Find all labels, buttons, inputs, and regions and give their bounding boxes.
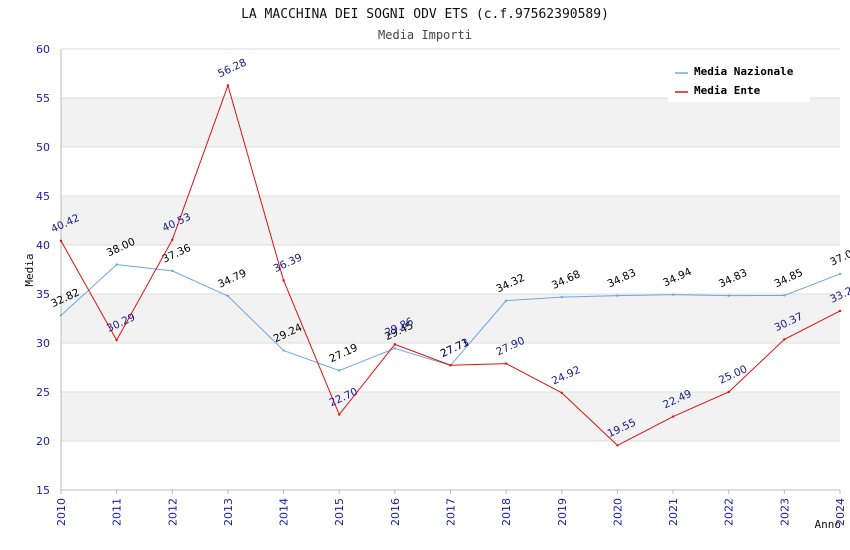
data-label-media-ente: 24.92 (550, 364, 582, 388)
grid-band (61, 294, 840, 343)
data-point-media-nazionale (226, 294, 230, 298)
x-tick-label: 2024 (834, 498, 847, 526)
x-tick-label: 2022 (723, 498, 736, 526)
y-tick-label: 40 (36, 239, 50, 252)
grid-band (61, 196, 840, 245)
data-point-media-nazionale (282, 349, 285, 352)
data-point-media-nazionale (59, 314, 63, 317)
chart-subtitle: Media Importi (378, 28, 472, 42)
y-tick-label: 35 (36, 288, 50, 301)
data-point-media-ente (59, 239, 63, 243)
data-point-media-nazionale (783, 294, 786, 297)
data-label-media-ente: 56.28 (216, 57, 248, 81)
x-tick-label: 2021 (667, 498, 680, 526)
x-tick-label: 2017 (445, 498, 458, 526)
data-point-media-nazionale (560, 295, 563, 299)
data-point-media-ente (727, 390, 730, 394)
data-point-media-ente (560, 391, 563, 394)
x-tick-label: 2023 (778, 498, 791, 526)
data-label-media-nazionale: 34.83 (717, 267, 749, 291)
data-label-media-nazionale: 34.83 (606, 267, 638, 291)
data-label-media-nazionale: 34.94 (661, 266, 694, 290)
data-point-media-ente (115, 338, 118, 342)
y-axis-label: Media (23, 253, 36, 286)
data-point-media-nazionale (671, 293, 675, 296)
data-point-media-ente (338, 413, 341, 416)
legend: Media Nazionale Media Ente (668, 58, 810, 102)
data-point-media-ente (226, 84, 230, 87)
data-label-media-ente: 25.00 (717, 363, 749, 387)
legend-label-media-ente: Media Ente (694, 84, 761, 97)
y-tick-label: 25 (36, 386, 50, 399)
x-axis-label: Anno (815, 518, 842, 531)
data-label-media-ente: 33.27 (828, 282, 850, 306)
data-point-media-nazionale (616, 294, 619, 297)
y-tick-label: 45 (36, 190, 50, 203)
data-point-media-nazionale (115, 263, 118, 266)
plot-background (60, 48, 840, 491)
y-tick-label: 15 (36, 484, 50, 497)
x-tick-label: 2014 (278, 498, 291, 526)
data-label-media-nazionale: 34.68 (550, 268, 582, 292)
x-tick-label: 2013 (222, 498, 235, 526)
data-point-media-ente (504, 362, 508, 365)
data-point-media-nazionale (838, 272, 842, 276)
y-tick-label: 55 (36, 92, 50, 105)
data-label-media-nazionale: 37.05 (828, 245, 850, 269)
x-tick-label: 2016 (389, 498, 402, 526)
x-tick-label: 2015 (333, 498, 346, 526)
chart-title: LA MACCHINA DEI SOGNI ODV ETS (c.f.97562… (241, 7, 609, 22)
x-tick-label: 2012 (166, 498, 179, 526)
data-label-media-nazionale: 34.85 (773, 267, 805, 291)
y-tick-label: 60 (36, 43, 50, 56)
x-tick-label: 2011 (111, 498, 124, 526)
data-point-media-nazionale (338, 369, 341, 372)
data-point-media-ente (783, 338, 786, 341)
y-tick-label: 50 (36, 141, 50, 154)
y-axis: 15 20 25 30 35 40 45 50 55 60 (36, 43, 50, 497)
x-tick-label: 2010 (55, 498, 68, 526)
x-axis: 2010 2011 2012 2013 2014 2015 2016 2017 2018 2019… (55, 490, 847, 526)
x-tick-label: 2019 (556, 498, 569, 526)
data-point-media-ente (449, 364, 452, 367)
legend-label-media-nazionale: Media Nazionale (694, 65, 794, 78)
y-tick-label: 30 (36, 337, 50, 350)
data-point-media-nazionale (393, 347, 397, 350)
data-point-media-ente (171, 238, 174, 242)
grid-band (61, 392, 840, 441)
x-tick-label: 2018 (500, 498, 513, 526)
data-point-media-nazionale (504, 299, 508, 302)
data-label-media-nazionale: 27.19 (327, 342, 359, 366)
data-point-media-nazionale (171, 269, 174, 273)
legend-background (668, 58, 810, 102)
data-point-media-ente (282, 279, 285, 282)
data-point-media-ente (616, 444, 619, 447)
data-point-media-ente (838, 309, 842, 313)
data-point-media-nazionale (727, 294, 730, 297)
data-label-media-nazionale: 34.32 (494, 272, 526, 296)
grid-band (61, 98, 840, 147)
y-tick-label: 20 (36, 435, 50, 448)
data-point-media-ente (671, 415, 675, 418)
data-point-media-ente (393, 343, 397, 346)
data-label-media-nazionale: 34.79 (216, 267, 248, 291)
x-tick-label: 2020 (611, 498, 624, 526)
